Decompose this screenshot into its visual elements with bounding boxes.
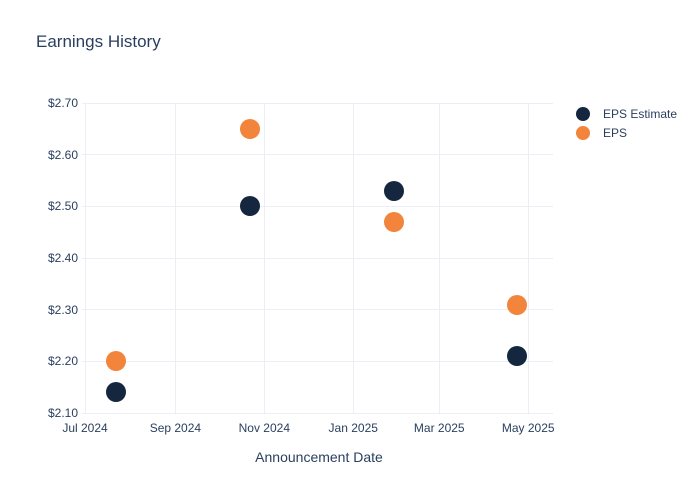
- legend-label-eps-estimate: EPS Estimate: [603, 106, 678, 121]
- legend: EPS Estimate EPS: [576, 104, 677, 143]
- gridline-v: [352, 103, 354, 413]
- gridline-h: [82, 360, 553, 362]
- gridline-v: [527, 103, 529, 413]
- legend-item-eps[interactable]: EPS: [576, 124, 677, 144]
- legend-label-eps: EPS: [603, 126, 628, 141]
- eps-marker-icon: [576, 126, 590, 141]
- gridline-h: [82, 154, 553, 156]
- x-tick-label: May 2025: [501, 421, 555, 435]
- x-tick-label: Jul 2024: [62, 421, 108, 435]
- x-axis-title: Announcement Date: [255, 449, 383, 465]
- eps-estimate-point[interactable]: [105, 382, 126, 403]
- y-tick-label: $2.50: [47, 199, 78, 214]
- x-tick-label: Sep 2024: [149, 421, 202, 435]
- x-tick-label: Nov 2024: [238, 421, 290, 435]
- chart-title: Earnings History: [36, 32, 161, 51]
- gridline-h: [82, 309, 553, 311]
- gridline-v: [174, 103, 176, 413]
- eps-estimate-marker-icon: [576, 106, 590, 121]
- eps-point[interactable]: [105, 351, 126, 372]
- y-tick-label: $2.20: [47, 354, 78, 369]
- plot-area: [82, 102, 553, 414]
- gridline-h: [82, 205, 553, 207]
- eps-point[interactable]: [384, 211, 405, 232]
- gridline-h: [82, 412, 553, 414]
- y-tick-label: $2.70: [47, 96, 78, 110]
- gridline-v: [263, 103, 265, 413]
- gridline-h: [82, 257, 553, 259]
- x-tick-label: Mar 2025: [413, 421, 465, 435]
- eps-estimate-point[interactable]: [384, 180, 405, 201]
- y-tick-label: $2.40: [47, 251, 78, 265]
- gridline-v: [438, 103, 440, 413]
- eps-point[interactable]: [506, 294, 527, 315]
- eps-point[interactable]: [239, 118, 260, 139]
- legend-item-eps-estimate[interactable]: EPS Estimate: [576, 104, 677, 124]
- y-tick-label: $2.60: [47, 147, 78, 162]
- eps-estimate-point[interactable]: [239, 196, 260, 217]
- y-tick-label: $2.30: [47, 302, 78, 317]
- y-tick-label: $2.10: [47, 406, 78, 420]
- x-tick-label: Jan 2025: [328, 421, 378, 435]
- gridline-h: [82, 102, 553, 104]
- eps-estimate-point[interactable]: [506, 346, 527, 367]
- gridline-v: [84, 103, 86, 413]
